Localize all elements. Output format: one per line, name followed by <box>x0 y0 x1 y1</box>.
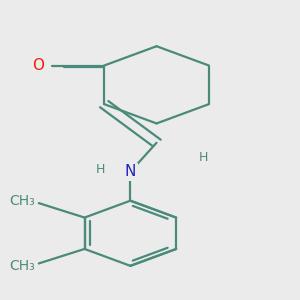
Text: CH₃: CH₃ <box>10 259 35 273</box>
Text: O: O <box>32 58 44 73</box>
Text: N: N <box>125 164 136 179</box>
Text: H: H <box>199 151 208 164</box>
Text: CH₃: CH₃ <box>10 194 35 208</box>
Text: H: H <box>96 163 106 176</box>
